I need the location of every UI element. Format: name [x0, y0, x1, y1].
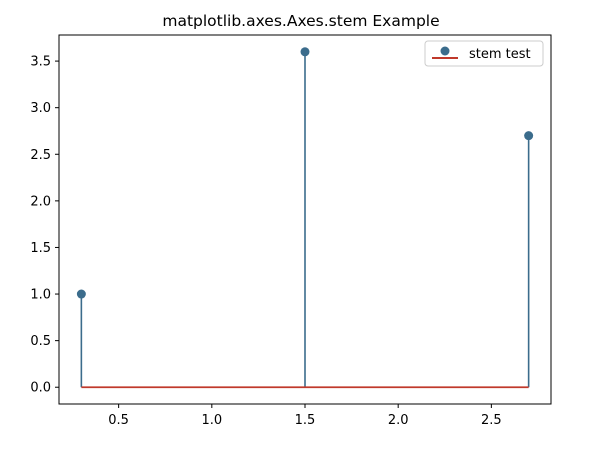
y-tick-label: 0.0 [30, 381, 51, 396]
y-tick-label: 1.5 [30, 241, 51, 256]
x-tick-label: 1.5 [295, 413, 316, 428]
stem-marker [300, 47, 310, 57]
legend-label: stem test [469, 47, 531, 62]
plot-area [76, 47, 534, 389]
y-tick-label: 3.5 [30, 55, 51, 70]
legend-box [424, 40, 544, 67]
y-tick-label: 0.5 [30, 334, 51, 349]
y-tick-label: 2.0 [30, 194, 51, 209]
stem-marker [76, 289, 86, 299]
legend-marker-swatch [440, 46, 450, 56]
x-tick-label: 2.0 [388, 413, 409, 428]
x-tick-label: 1.0 [201, 413, 222, 428]
chart-title: matplotlib.axes.Axes.stem Example [162, 12, 439, 30]
y-tick-label: 2.5 [30, 148, 51, 163]
stem-marker [524, 131, 534, 141]
axis-ticks: 0.5 1.0 1.5 2.0 2.5 0.0 0.5 1.0 1.5 2.0 2.5 3.0 3.5 [30, 55, 501, 428]
legend: stem test [424, 40, 544, 67]
x-tick-label: 0.5 [108, 413, 129, 428]
y-tick-label: 3.0 [30, 101, 51, 116]
y-tick-label: 1.0 [30, 288, 51, 303]
x-tick-label: 2.5 [481, 413, 502, 428]
